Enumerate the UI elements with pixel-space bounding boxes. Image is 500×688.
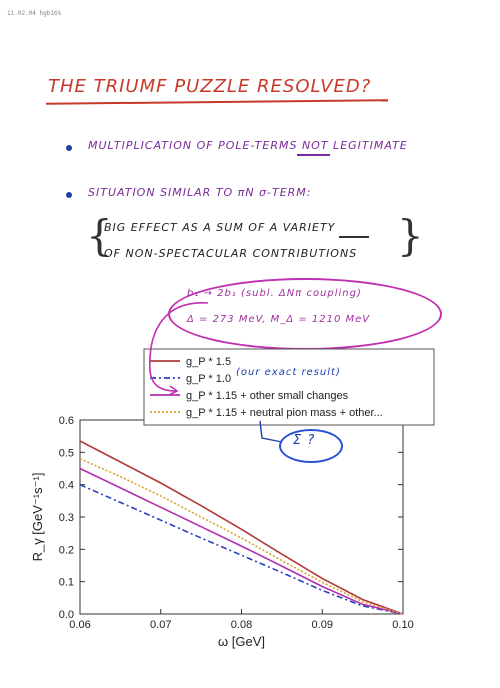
y-tick-label: 0.6 — [59, 415, 74, 427]
bullet-pole-terms-pre: MULTIPLICATION OF POLE-TERMS — [88, 139, 302, 152]
y-tick-label: 0.3 — [59, 512, 74, 524]
note-arrow-head — [168, 385, 179, 396]
bullet-dot — [66, 145, 72, 151]
legend-box — [143, 348, 435, 426]
note-line-2: Δ = 273 MeV, M_Δ = 1210 MeV — [187, 314, 371, 325]
bullet-dot — [66, 192, 72, 198]
x-tick-label: 0.06 — [69, 619, 90, 631]
legend-label-2: g_P * 1.0 — [186, 373, 231, 385]
not-underline — [297, 154, 330, 156]
our-result-annotation: (our exact result) — [236, 367, 341, 378]
x-tick-label: 0.10 — [392, 619, 413, 631]
y-tick-label: 0.0 — [59, 609, 74, 621]
legend-label-4: g_P * 1.15 + neutral pion mass + other..… — [186, 407, 383, 419]
left-brace: { — [86, 211, 113, 260]
y-axis-label: R_γ [GeV⁻¹s⁻¹] — [30, 473, 45, 562]
y-tick-label: 0.4 — [59, 480, 74, 492]
bullet-pole-terms: MULTIPLICATION OF POLE-TERMS NOT LEGITIM… — [88, 139, 408, 152]
bullet-pole-terms-emph: NOT — [301, 139, 329, 152]
sum-annotation: Σ ? — [293, 433, 316, 448]
series-line-2 — [79, 483, 404, 615]
series-line-3 — [79, 467, 404, 615]
x-tick-label: 0.09 — [312, 619, 333, 631]
sum-circle — [279, 429, 343, 463]
series-line-4 — [79, 458, 404, 615]
note-line-1: b₁ → 2b₁ (subl. ΔNπ coupling) — [187, 288, 362, 299]
variety-underline — [339, 236, 369, 238]
effect-line-2: OF NON-SPECTACULAR CONTRIBUTIONS — [104, 247, 358, 260]
sum-pointer — [259, 420, 283, 443]
effect-line-1: BIG EFFECT AS A SUM OF A VARIETY — [104, 221, 336, 234]
right-brace: } — [397, 211, 424, 260]
y-tick-label: 0.1 — [59, 577, 74, 589]
x-tick-label: 0.07 — [150, 619, 171, 631]
y-tick-label: 0.2 — [59, 544, 74, 556]
legend-label-3: g_P * 1.15 + other small changes — [186, 390, 349, 402]
legend-label-1: g_P * 1.5 — [186, 356, 231, 368]
note-arrow — [149, 302, 209, 392]
bullet-sigma-term: SITUATION SIMILAR TO πN σ-TERM: — [88, 186, 312, 199]
x-axis-label: ω [GeV] — [218, 634, 265, 649]
y-tick-label: 0.5 — [59, 447, 74, 459]
page-stamp: 11.02.04 hgb16% — [7, 10, 62, 17]
bullet-pole-terms-post: LEGITIMATE — [328, 139, 408, 152]
plot-frame — [79, 419, 404, 615]
page-title: THE TRIUMF PUZZLE RESOLVED? — [48, 76, 372, 97]
x-tick-label: 0.08 — [231, 619, 252, 631]
series-line-1 — [79, 440, 404, 615]
